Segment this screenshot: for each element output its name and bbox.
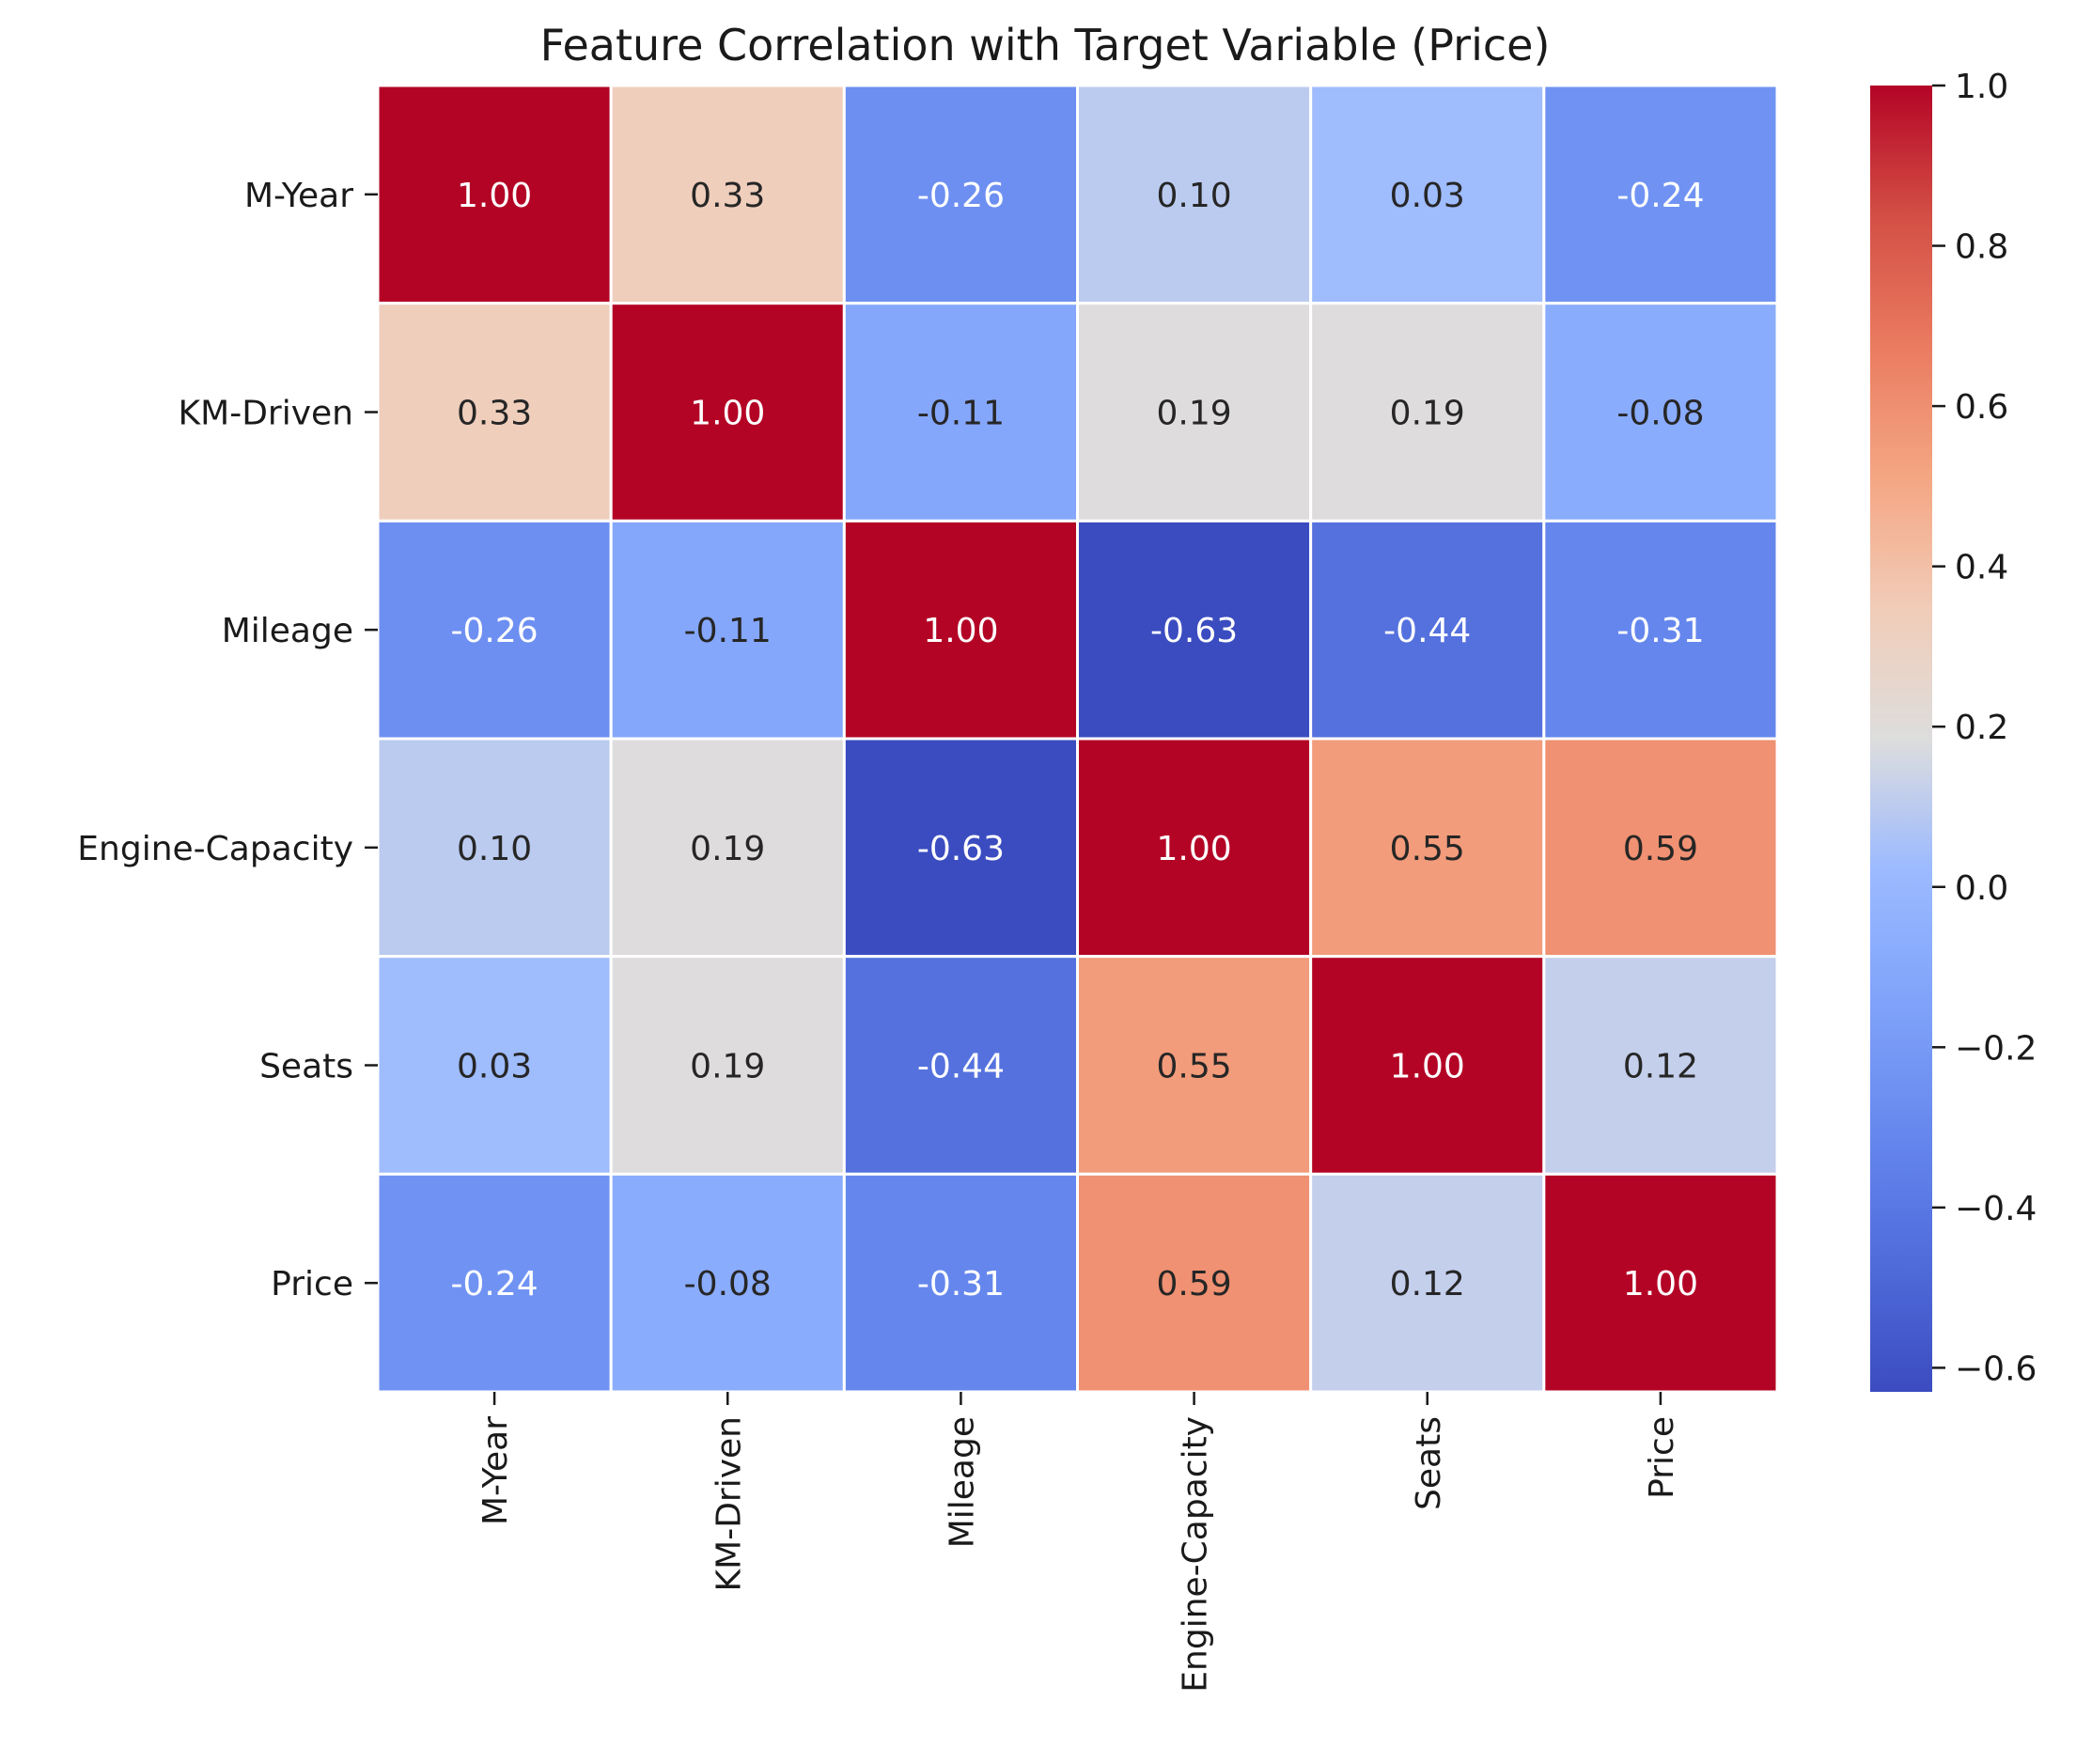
heatmap-cell-label: 1.00 (457, 177, 532, 215)
heatmap-cell-label: 0.55 (1390, 830, 1465, 868)
heatmap-cell-label: -0.44 (917, 1048, 1005, 1086)
x-tick-label: Price (1643, 1416, 1681, 1499)
colorbar-tick-label: −0.6 (1955, 1350, 2037, 1388)
heatmap-cell-label: -0.31 (917, 1265, 1005, 1303)
heatmap-cells (376, 84, 1779, 1394)
y-tick-label: Seats (259, 1048, 353, 1086)
heatmap-cell-label: -0.63 (1150, 612, 1238, 650)
heatmap-cell-label: 0.12 (1390, 1265, 1465, 1303)
heatmap-cell-label: 0.19 (690, 1048, 765, 1086)
heatmap-cell-label: -0.08 (1616, 395, 1704, 433)
heatmap-cell (1076, 84, 1313, 305)
heatmap-cell-label: 0.33 (457, 395, 532, 433)
heatmap-cell-label: 1.00 (923, 612, 998, 650)
heatmap-cell-label: 0.03 (1390, 177, 1465, 215)
heatmap-cell-label: 1.00 (1623, 1265, 1698, 1303)
heatmap-cell (1309, 955, 1546, 1176)
colorbar-tick-label: −0.4 (1955, 1190, 2037, 1228)
heatmap-cell-label: 0.59 (1623, 830, 1698, 868)
heatmap-cell (842, 737, 1079, 959)
heatmap-cell-labels: 1.00 0.33 -0.26 0.10 0.03 -0.24 0.33 1.00 -0.11 0… (451, 177, 1705, 1303)
heatmap-cell-label: 1.00 (1390, 1048, 1465, 1086)
heatmap-cell (1076, 302, 1313, 523)
heatmap-cell-label: 0.19 (1390, 395, 1465, 433)
heatmap-cell (1542, 519, 1779, 741)
heatmap-cell-label: 0.12 (1623, 1048, 1698, 1086)
colorbar: 1.0 0.8 0.6 0.4 0.2 0.0 −0.2 −0.4 −0.6 (1870, 68, 2037, 1392)
heatmap-cell-label: -0.26 (451, 612, 539, 650)
heatmap-cell (1542, 1172, 1779, 1394)
heatmap-cell (376, 84, 613, 305)
heatmap-cell-label: 0.19 (1157, 395, 1232, 433)
y-tick-label: Price (271, 1265, 353, 1303)
y-tick-label: M-Year (244, 177, 353, 215)
heatmap-cell-label: 0.10 (457, 830, 532, 868)
heatmap-cell-label: -0.24 (451, 1265, 539, 1303)
heatmap-cell (376, 519, 613, 741)
heatmap-cell (609, 737, 846, 959)
heatmap-cell-label: 1.00 (1157, 830, 1232, 868)
heatmap-cell-label: 0.55 (1157, 1048, 1232, 1086)
heatmap-cell-label: -0.24 (1616, 177, 1704, 215)
colorbar-tick-label: 0.4 (1955, 549, 2008, 587)
heatmap-cell-label: 0.59 (1157, 1265, 1232, 1303)
heatmap-cell-label: 0.10 (1157, 177, 1232, 215)
heatmap-cell-label: -0.31 (1616, 612, 1704, 650)
y-tick-label: Mileage (222, 612, 353, 650)
y-axis: M-Year KM-Driven Mileage Engine-Capacity Sea… (77, 177, 378, 1303)
heatmap-cell (1076, 519, 1313, 741)
colorbar-tick-label: 0.8 (1955, 228, 2008, 267)
colorbar-gradient (1870, 86, 1932, 1392)
x-tick-label: KM-Driven (710, 1416, 748, 1591)
heatmap-cell (842, 84, 1079, 305)
colorbar-tick-label: 0.2 (1955, 709, 2008, 747)
heatmap-cell (1542, 84, 1779, 305)
heatmap-cell (1309, 1172, 1546, 1394)
heatmap-cell-label: -0.11 (917, 395, 1005, 433)
heatmap-cell-label: 0.03 (457, 1048, 532, 1086)
heatmap-cell-label: -0.08 (684, 1265, 772, 1303)
heatmap-cell (609, 84, 846, 305)
heatmap-cell (609, 519, 846, 741)
heatmap-cell (1309, 737, 1546, 959)
x-axis: M-Year KM-Driven Mileage Engine-Capacity Sea… (476, 1392, 1681, 1693)
heatmap-cell (1542, 737, 1779, 959)
heatmap-cell (1309, 84, 1546, 305)
heatmap-cell-label: 0.19 (690, 830, 765, 868)
chart-title: Feature Correlation with Target Variable… (540, 20, 1551, 70)
heatmap-cell (376, 737, 613, 959)
heatmap-cell (1309, 519, 1546, 741)
heatmap-cell (609, 302, 846, 523)
heatmap-cell (376, 955, 613, 1176)
colorbar-tick-label: −0.2 (1955, 1029, 2037, 1068)
x-tick-label: Engine-Capacity (1177, 1416, 1215, 1693)
heatmap-cell-label: 0.33 (690, 177, 765, 215)
heatmap-cell-label: -0.44 (1383, 612, 1471, 650)
colorbar-tick-label: 0.0 (1955, 869, 2008, 908)
heatmap-cell (842, 955, 1079, 1176)
y-tick-label: Engine-Capacity (77, 830, 353, 868)
x-tick-label: Mileage (943, 1416, 981, 1548)
heatmap-cell (1542, 955, 1779, 1176)
y-tick-label: KM-Driven (179, 395, 353, 433)
colorbar-tick-label: 0.6 (1955, 388, 2008, 427)
heatmap-cell-label: 1.00 (690, 395, 765, 433)
colorbar-tick-label: 1.0 (1955, 68, 2008, 106)
heatmap-cell (376, 1172, 613, 1394)
heatmap-cell-label: -0.26 (917, 177, 1005, 215)
heatmap-cell-label: -0.11 (684, 612, 772, 650)
heatmap-cell (1076, 955, 1313, 1176)
x-tick-label: Seats (1410, 1416, 1448, 1510)
heatmap-cell-label: -0.63 (917, 830, 1005, 868)
heatmap-cell (1542, 302, 1779, 523)
x-tick-label: M-Year (476, 1416, 515, 1525)
heatmap-cell (1076, 737, 1313, 959)
